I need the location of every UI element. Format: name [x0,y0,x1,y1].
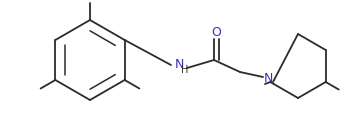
Text: H: H [181,65,189,75]
Text: N: N [263,71,273,85]
Text: N: N [174,57,184,71]
Text: O: O [211,26,221,39]
